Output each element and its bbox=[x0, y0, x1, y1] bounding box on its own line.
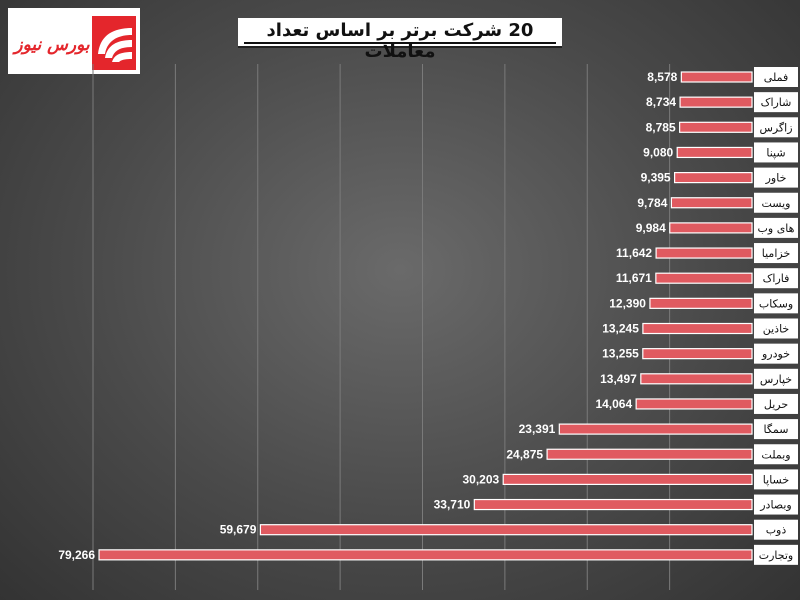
category-label-box bbox=[754, 494, 798, 515]
logo-mark: بورس نیوز bbox=[11, 16, 136, 70]
category-label-box bbox=[754, 393, 798, 414]
category-tick-label: فاراک bbox=[763, 272, 790, 285]
category-tick-label: وتجارت bbox=[759, 549, 794, 562]
category-tick-label: وبملت bbox=[761, 448, 790, 461]
bar bbox=[642, 322, 753, 335]
bar bbox=[655, 247, 753, 259]
category-tick-label: خساپا bbox=[763, 473, 789, 486]
category-tick-label: خاور bbox=[765, 172, 787, 185]
bar-value-label: 8,578 bbox=[647, 70, 677, 84]
bar bbox=[679, 121, 753, 133]
bar-value-label: 14,064 bbox=[595, 397, 632, 411]
category-label-box bbox=[754, 217, 798, 238]
category-label-box bbox=[754, 343, 798, 364]
bar-value-label: 13,497 bbox=[600, 372, 637, 386]
bar bbox=[502, 473, 753, 485]
category-tick-label: زاگرس bbox=[759, 121, 792, 134]
title-underline bbox=[244, 42, 556, 44]
bar bbox=[669, 222, 753, 234]
bar bbox=[98, 549, 753, 561]
category-label-box bbox=[754, 243, 798, 264]
category-label-box bbox=[754, 469, 798, 490]
bar-value-label: 9,080 bbox=[643, 145, 673, 159]
bar bbox=[642, 348, 753, 360]
category-tick-label: وسکاب bbox=[759, 297, 793, 310]
category-label-box bbox=[754, 293, 798, 314]
bar-value-label: 8,734 bbox=[646, 95, 676, 109]
category-label-box bbox=[754, 544, 798, 565]
category-label-box bbox=[754, 268, 798, 289]
chart-title: 20 شرکت برتر بر اساس تعداد معاملات bbox=[266, 20, 534, 62]
category-label-box bbox=[754, 192, 798, 213]
bar-value-label: 9,784 bbox=[637, 196, 667, 210]
category-tick-label: سمگا bbox=[763, 423, 788, 436]
bar-value-label: 24,875 bbox=[506, 447, 543, 461]
bar-value-label: 8,785 bbox=[646, 120, 676, 134]
category-label-box bbox=[754, 167, 798, 188]
category-label-box bbox=[754, 142, 798, 163]
category-label-box bbox=[754, 117, 798, 138]
bar-value-label: 23,391 bbox=[519, 422, 556, 436]
category-tick-label: شپنا bbox=[766, 146, 785, 159]
bar-value-label: 13,255 bbox=[602, 347, 639, 361]
bar bbox=[558, 423, 753, 435]
category-tick-label: وبصادر bbox=[759, 499, 791, 512]
bar bbox=[679, 96, 753, 108]
bar bbox=[546, 448, 753, 460]
bar bbox=[674, 172, 753, 184]
category-tick-label: خپارس bbox=[760, 373, 792, 386]
bar bbox=[649, 297, 753, 309]
category-label-box bbox=[754, 444, 798, 465]
category-tick-label: خودرو bbox=[761, 348, 790, 361]
bar bbox=[259, 524, 753, 536]
category-tick-label: فملی bbox=[764, 71, 788, 84]
bar-value-label: 9,395 bbox=[641, 171, 671, 185]
bar bbox=[680, 71, 753, 83]
bar bbox=[473, 498, 753, 511]
category-label-box bbox=[754, 519, 798, 540]
bar-value-label: 12,390 bbox=[609, 296, 646, 310]
bar bbox=[670, 197, 753, 209]
bar-value-label: 9,984 bbox=[636, 221, 666, 235]
bourse-news-logo: بورس نیوز bbox=[8, 8, 140, 74]
category-label-box bbox=[754, 318, 798, 339]
bar-value-label: 11,642 bbox=[616, 246, 652, 260]
bar-value-label: 13,245 bbox=[602, 322, 639, 336]
chart-title-box: 20 شرکت برتر بر اساس تعداد معاملات bbox=[238, 18, 562, 62]
category-tick-label: ویست bbox=[762, 197, 791, 210]
bar bbox=[676, 146, 753, 159]
category-label-box bbox=[754, 67, 798, 87]
category-tick-label: خاذین bbox=[763, 323, 790, 336]
bar bbox=[635, 398, 753, 410]
category-label-box bbox=[754, 419, 798, 440]
bar bbox=[640, 373, 753, 385]
category-tick-label: شاراک bbox=[761, 96, 792, 109]
category-tick-label: حریل bbox=[764, 398, 788, 411]
category-label-box bbox=[754, 92, 798, 113]
bar-value-label: 11,671 bbox=[616, 271, 652, 285]
category-label-box bbox=[754, 368, 798, 389]
bar bbox=[655, 272, 753, 284]
bar-value-label: 33,710 bbox=[434, 498, 471, 512]
bar-value-label: 79,266 bbox=[58, 548, 95, 562]
logo-text: بورس نیوز bbox=[11, 35, 90, 55]
category-tick-label: های وب bbox=[758, 222, 795, 235]
category-tick-label: ذوب bbox=[766, 524, 787, 537]
category-tick-label: خزامیا bbox=[762, 247, 791, 260]
bar-value-label: 59,679 bbox=[220, 523, 257, 537]
bar-value-label: 30,203 bbox=[462, 472, 499, 486]
